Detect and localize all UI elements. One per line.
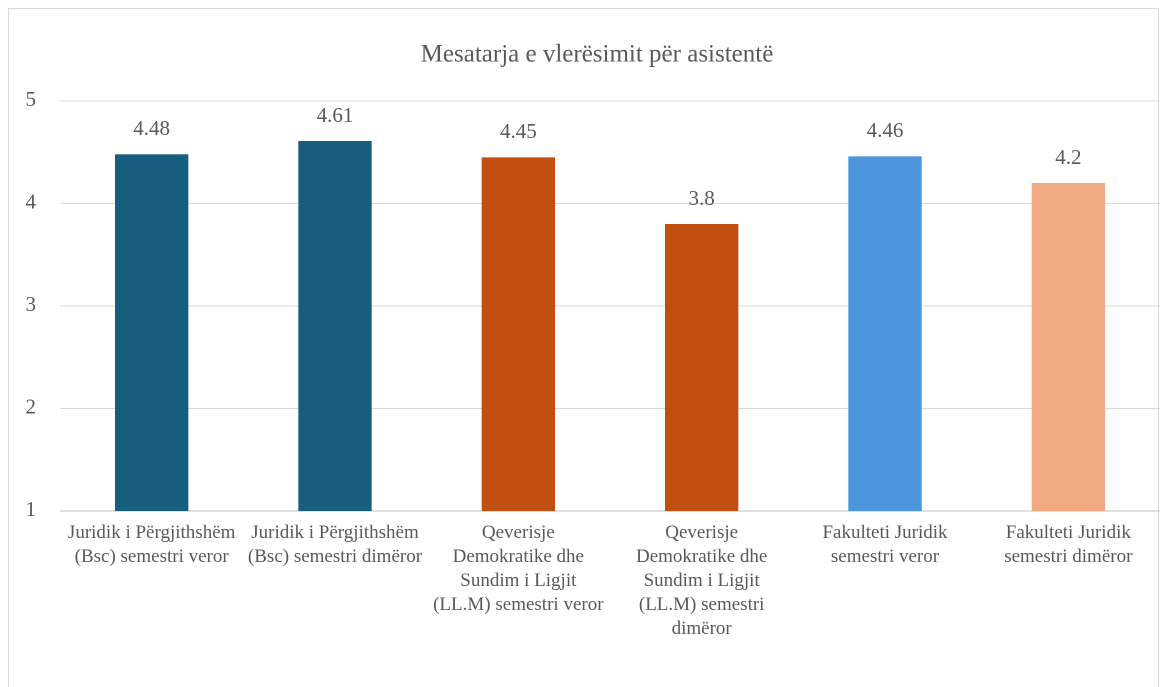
y-tick-label: 1 — [26, 497, 37, 521]
y-tick-label: 5 — [26, 87, 37, 111]
y-tick-label: 3 — [26, 292, 37, 316]
chart-title: Mesatarja e vlerësimit për asistentë — [421, 41, 774, 68]
bar — [115, 154, 189, 512]
bar — [481, 157, 555, 511]
data-label: 4.45 — [500, 119, 537, 143]
x-tick-label: Qeverisje Demokratike dhe Sundim i Ligji… — [433, 522, 604, 615]
x-tick-label: Fakulteti Juridik semestri dimëror — [1004, 522, 1133, 567]
data-label: 4.48 — [133, 116, 170, 140]
y-tick-label: 4 — [26, 189, 37, 213]
bar — [298, 140, 372, 511]
bar — [665, 224, 739, 511]
chart-border — [8, 8, 1159, 687]
x-tick-label: Fakulteti Juridik semestri veror — [822, 522, 948, 567]
data-label: 3.8 — [689, 186, 715, 210]
x-tick-label: Juridik i Përgjithshëm (Bsc) semestri di… — [247, 522, 423, 567]
data-label: 4.46 — [867, 118, 904, 142]
x-tick-label: Qeverisje Demokratike dhe Sundim i Ligji… — [635, 522, 768, 639]
x-tick-label: Juridik i Përgjithshëm (Bsc) semestri ve… — [67, 522, 236, 567]
bar — [1031, 183, 1105, 511]
data-label: 4.61 — [317, 103, 354, 127]
y-tick-label: 2 — [26, 394, 37, 418]
bar — [848, 156, 922, 511]
data-label: 4.2 — [1055, 145, 1081, 169]
